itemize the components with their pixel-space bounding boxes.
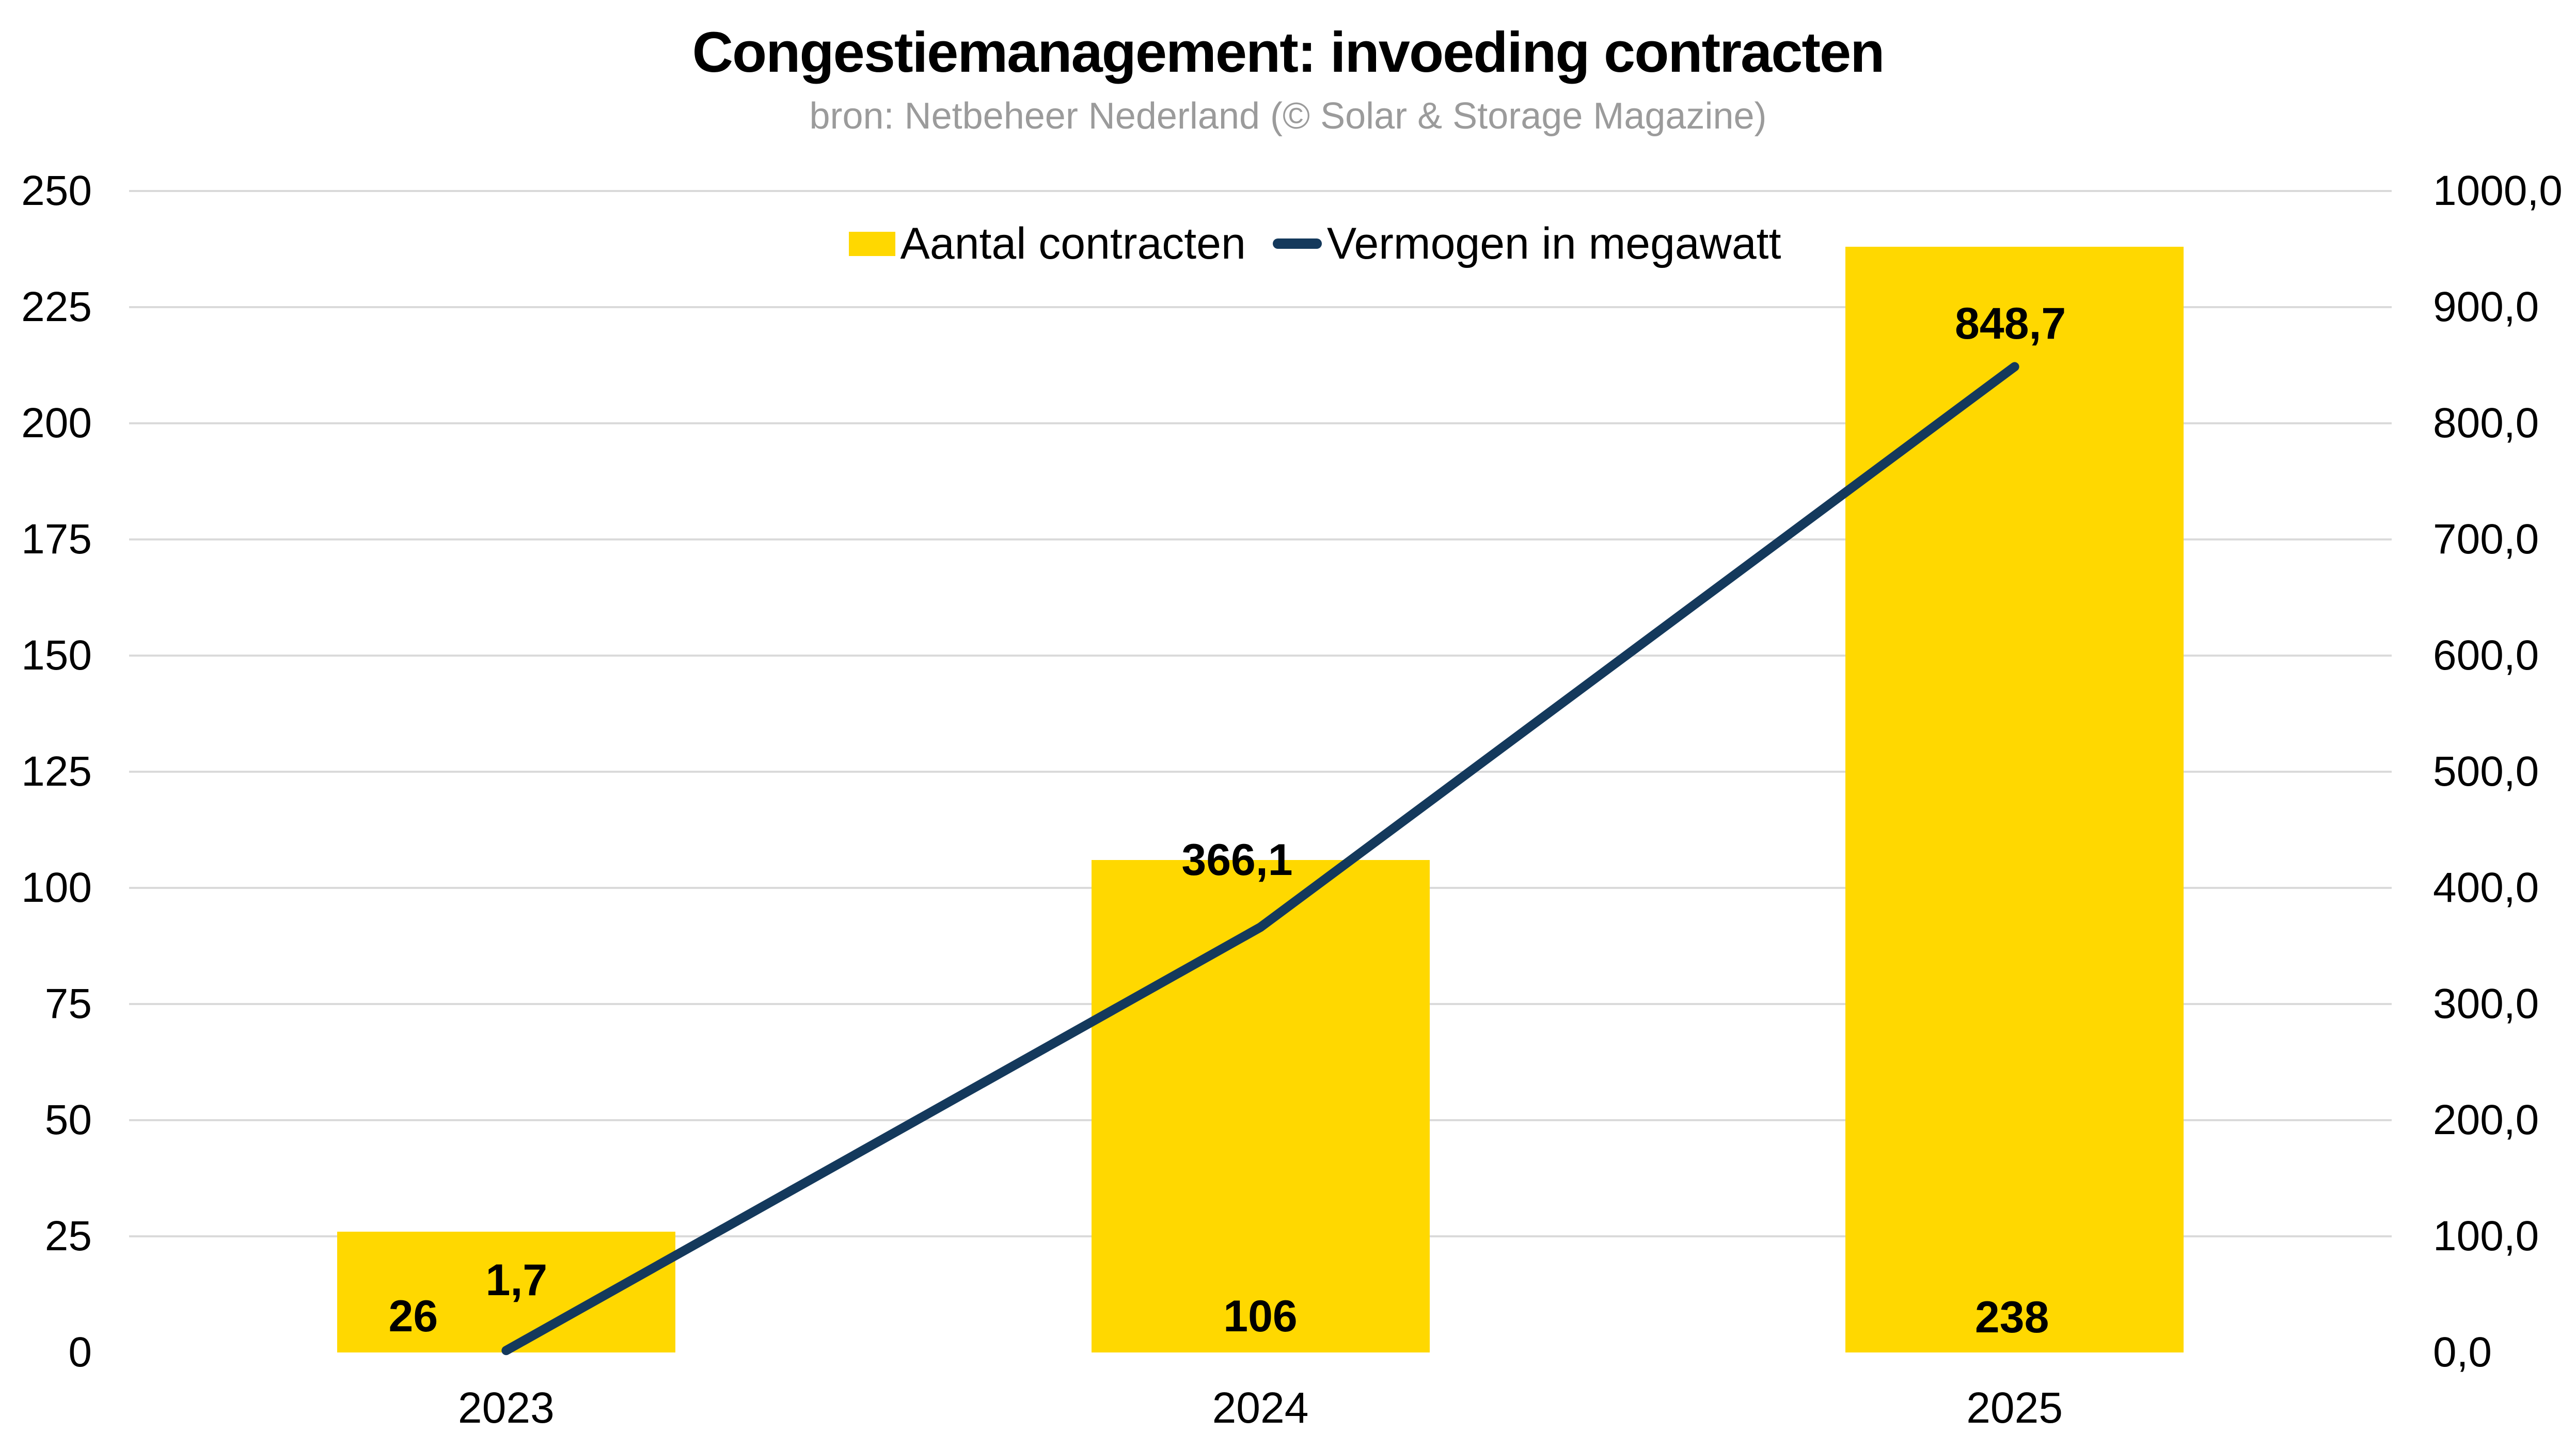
legend-item-vermogen: Vermogen in megawatt — [1272, 218, 1781, 269]
bar-data-label: 26 — [388, 1292, 438, 1341]
bar-swatch — [848, 231, 895, 256]
line-data-label: 366,1 — [1181, 835, 1293, 885]
right-axis-tick: 700,0 — [2433, 516, 2539, 563]
right-axis-tick: 900,0 — [2433, 283, 2539, 330]
right-axis-tick: 800,0 — [2433, 400, 2539, 447]
left-axis-tick: 50 — [44, 1096, 92, 1143]
line-data-label: 848,7 — [1955, 299, 2066, 349]
x-axis-label: 2024 — [1212, 1383, 1309, 1432]
x-axis-label: 2023 — [457, 1383, 555, 1432]
left-axis-tick: 25 — [44, 1213, 92, 1260]
left-axis-tick: 225 — [21, 283, 92, 330]
x-axis-label: 2025 — [1966, 1383, 2063, 1432]
left-axis-tick: 125 — [21, 748, 92, 795]
right-axis-tick: 400,0 — [2433, 864, 2539, 911]
left-axis-tick: 200 — [21, 400, 92, 447]
left-axis-tick: 100 — [21, 864, 92, 911]
gridline — [129, 771, 2392, 773]
legend-item-contracten: Aantal contracten — [848, 218, 1246, 269]
right-axis-tick: 600,0 — [2433, 632, 2539, 679]
right-axis-tick: 100,0 — [2433, 1213, 2539, 1260]
gridline — [129, 306, 2392, 308]
chart-subtitle: bron: Netbeheer Nederland (© Solar & Sto… — [809, 95, 1767, 137]
bar-2024 — [1091, 860, 1430, 1352]
right-axis-tick: 1000,0 — [2433, 167, 2563, 214]
right-axis-tick: 200,0 — [2433, 1096, 2539, 1143]
left-axis-tick: 75 — [44, 980, 92, 1027]
line-swatch — [1272, 238, 1322, 249]
right-axis-tick: 0,0 — [2433, 1329, 2492, 1376]
gridline — [129, 538, 2392, 540]
legend-label-vermogen: Vermogen in megawatt — [1326, 218, 1781, 268]
line-data-label: 1,7 — [485, 1255, 548, 1305]
legend: Aantal contracten Vermogen in megawatt — [848, 218, 1781, 269]
left-axis-tick: 0 — [68, 1329, 92, 1376]
vermogen-line-path — [501, 362, 2019, 1356]
bar-data-label: 238 — [1974, 1293, 2049, 1342]
chart-title: Congestiemanagement: invoeding contracte… — [692, 21, 1885, 84]
left-axis-tick: 250 — [21, 167, 92, 214]
bar-2025 — [1845, 247, 2184, 1352]
right-axis-tick: 300,0 — [2433, 980, 2539, 1027]
left-axis-tick: 150 — [21, 632, 92, 679]
right-axis-tick: 500,0 — [2433, 748, 2539, 795]
bar-data-label: 106 — [1223, 1292, 1298, 1341]
left-axis-tick: 175 — [21, 516, 92, 563]
gridline — [129, 422, 2392, 424]
legend-label-contracten: Aantal contracten — [900, 218, 1246, 268]
gridline — [129, 655, 2392, 657]
gridline — [129, 190, 2392, 192]
